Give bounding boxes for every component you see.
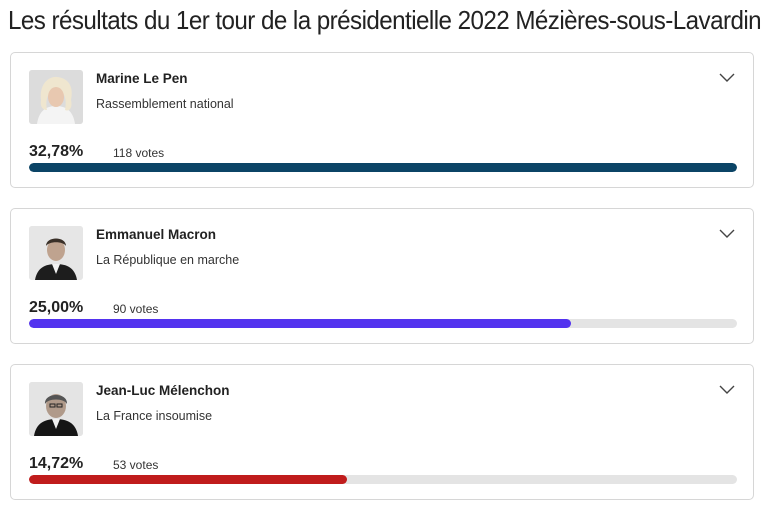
chevron-down-icon[interactable] xyxy=(719,73,735,83)
chevron-down-icon[interactable] xyxy=(719,229,735,239)
result-bar-fill xyxy=(29,163,737,172)
candidate-party: Rassemblement national xyxy=(96,97,234,111)
candidate-party: La France insoumise xyxy=(96,409,213,423)
vote-percentage: 25,00% xyxy=(29,299,84,316)
result-bar-track xyxy=(29,319,737,328)
chevron-down-icon[interactable] xyxy=(719,385,735,395)
result-bar-fill xyxy=(29,475,347,484)
candidate-photo xyxy=(29,70,83,124)
vote-percentage: 14,72% xyxy=(29,455,84,472)
result-bar-fill xyxy=(29,319,571,328)
result-bar-track xyxy=(29,475,737,484)
candidate-card-macron[interactable]: Emmanuel Macron La République en marche … xyxy=(10,208,754,344)
candidate-party: La République en marche xyxy=(96,253,240,267)
candidate-photo xyxy=(29,382,83,436)
vote-count: 118 votes xyxy=(113,146,165,160)
candidate-name: Marine Le Pen xyxy=(96,71,188,86)
candidate-name: Emmanuel Macron xyxy=(96,227,217,242)
page-title: Les résultats du 1er tour de la présiden… xyxy=(8,5,762,35)
vote-count: 90 votes xyxy=(113,302,159,316)
candidate-photo xyxy=(29,226,83,280)
vote-percentage: 32,78% xyxy=(29,143,84,160)
vote-count: 53 votes xyxy=(113,458,159,472)
result-bar-track xyxy=(29,163,737,172)
candidate-card-melenchon[interactable]: Jean-Luc Mélenchon La France insoumise 1… xyxy=(10,364,754,500)
candidate-card-le-pen[interactable]: Marine Le Pen Rassemblement national 32,… xyxy=(10,52,754,188)
candidate-name: Jean-Luc Mélenchon xyxy=(96,383,230,398)
